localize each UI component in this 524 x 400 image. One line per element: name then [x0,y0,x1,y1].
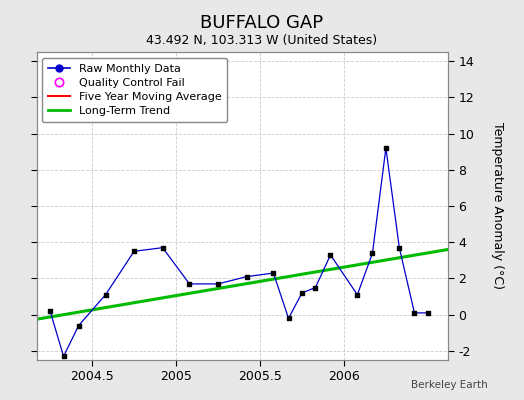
Point [243,274,251,280]
Point [158,244,167,251]
Point [353,292,362,298]
Point [368,250,377,256]
Point [381,145,390,151]
Point [424,310,432,316]
Text: 43.492 N, 103.313 W (United States): 43.492 N, 103.313 W (United States) [146,34,378,47]
Point [185,281,194,287]
Point [46,308,54,314]
Legend: Raw Monthly Data, Quality Control Fail, Five Year Moving Average, Long-Term Tren: Raw Monthly Data, Quality Control Fail, … [42,58,227,122]
Point [269,270,278,276]
Point [74,322,83,329]
Y-axis label: Temperature Anomaly (°C): Temperature Anomaly (°C) [491,122,504,290]
Point [395,244,403,251]
Point [298,290,306,296]
Text: Berkeley Earth: Berkeley Earth [411,380,487,390]
Point [410,310,419,316]
Point [101,292,110,298]
Point [130,248,138,254]
Point [311,284,320,291]
Point [214,281,222,287]
Point [59,353,68,360]
Point [285,315,293,322]
Text: BUFFALO GAP: BUFFALO GAP [201,14,323,32]
Point [326,252,335,258]
